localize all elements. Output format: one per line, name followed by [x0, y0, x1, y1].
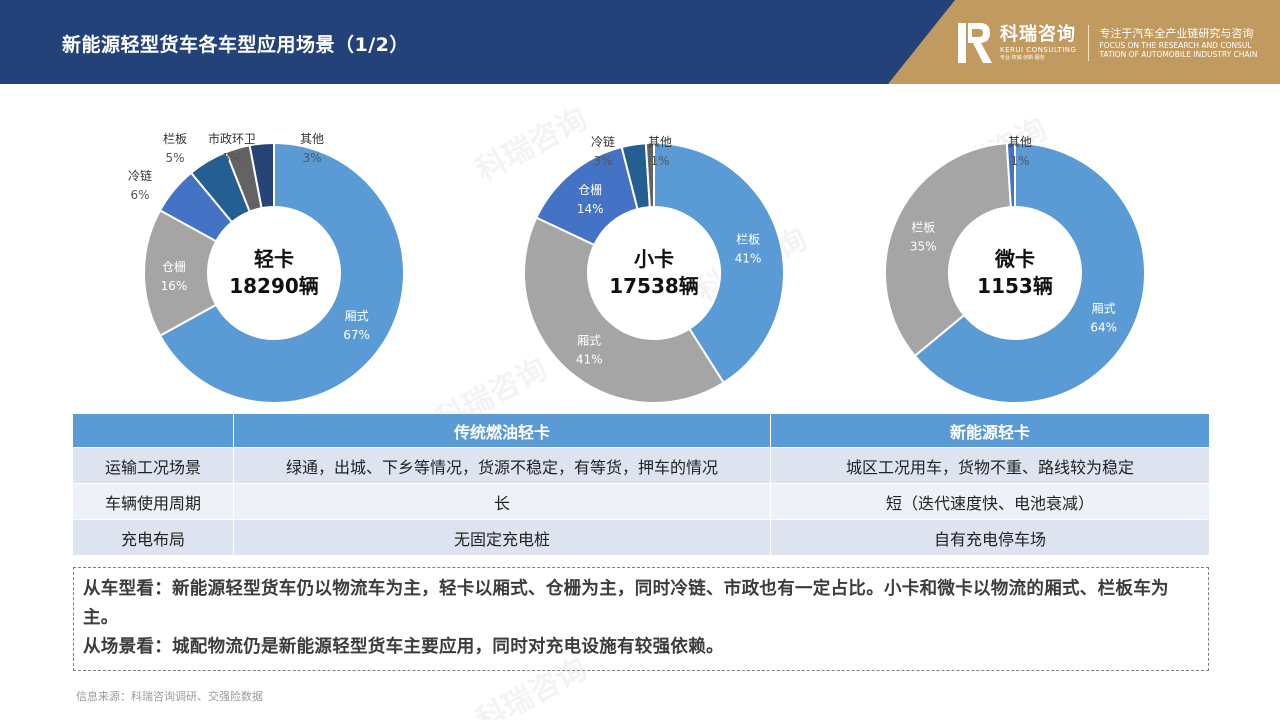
- donut-slice: [248, 141, 275, 210]
- page-title: 新能源轻型货车各车型应用场景（1/2）: [62, 34, 409, 56]
- logo-divider: [1088, 25, 1090, 61]
- donut-center-title: 轻卡: [254, 247, 294, 271]
- donut-center-title: 小卡: [634, 247, 674, 271]
- logo-tagline: 专注于汽车全产业链研究与咨询 FOCUS ON THE RESEARCH AND…: [1099, 27, 1257, 59]
- donut-charts-area: 厢式 67% 仓栅 16% 冷链 6% 栏板 5% 市政环卫 3% 其他 3% 轻卡 18290辆 栏板 41…: [0, 84, 1280, 414]
- donut-slice: [913, 141, 1146, 404]
- slice-percent-label: 35%: [910, 239, 937, 253]
- slice-percent-label: 67%: [343, 328, 370, 342]
- summary-line-vehicle: 从车型看：新能源轻型货车仍以物流车为主，轻卡以厢式、仓栅为主，同时冷链、市政也有…: [83, 579, 1169, 628]
- slice-label: 栏板: [911, 219, 935, 234]
- table-cell: 自有充电停车场: [770, 519, 1210, 556]
- table-row: 车辆使用周期 长 短（迭代速度快、电池衰减）: [72, 483, 1210, 520]
- slice-label: 冷链: [128, 168, 152, 183]
- donut-slice: [1005, 141, 1016, 209]
- slice-label: 仓栅: [162, 259, 186, 274]
- donut-slice: [644, 141, 655, 209]
- slice-percent-label: 3%: [593, 154, 612, 168]
- table-cell: 充电布局: [72, 519, 234, 556]
- tagline-en-1: FOCUS ON THE RESEARCH AND CONSUL: [1099, 41, 1252, 50]
- table-cell: 长: [233, 483, 771, 520]
- summary-box: 从车型看：新能源轻型货车仍以物流车为主，轻卡以厢式、仓栅为主，同时冷链、市政也有…: [73, 567, 1209, 671]
- donut-slice: [158, 141, 405, 404]
- logo-name-en: KERUI CONSULTING: [1000, 46, 1077, 54]
- kerui-logo-icon: [956, 21, 994, 65]
- donut-slice: [884, 142, 1012, 358]
- slice-percent-label: 5%: [165, 151, 184, 165]
- slice-label: 冷链: [591, 134, 615, 149]
- slice-percent-label: 6%: [130, 188, 149, 202]
- slice-label: 仓栅: [578, 182, 602, 197]
- table-cell: 绿通，出城、下乡等情况，货源不稳定，有等货，押车的情况: [233, 447, 771, 484]
- slice-percent-label: 64%: [1090, 321, 1117, 335]
- slice-percent-label: 3%: [222, 151, 241, 165]
- slice-label: 其他: [648, 135, 672, 149]
- table-cell: 运输工况场景: [72, 447, 234, 484]
- donut-center-title: 微卡: [994, 247, 1035, 271]
- slice-percent-label: 41%: [576, 353, 603, 367]
- table-header-cell: [72, 413, 234, 448]
- table-header-cell: 新能源轻卡: [770, 413, 1210, 448]
- slice-percent-label: 1%: [1010, 154, 1029, 168]
- summary-line-scenario: 从场景看：城配物流仍是新能源轻型货车主要应用，同时对充电设施有较强依赖。: [83, 637, 724, 657]
- table-row: 充电布局 无固定充电桩 自有充电停车场: [72, 519, 1210, 556]
- table-row: 运输工况场景 绿通，出城、下乡等情况，货源不稳定，有等货，押车的情况 城区工况用…: [72, 447, 1210, 484]
- slice-label: 厢式: [345, 309, 369, 323]
- table-cell: 城区工况用车，货物不重、路线较为稳定: [770, 447, 1210, 484]
- tagline-cn: 专注于汽车全产业链研究与咨询: [1099, 27, 1254, 40]
- slice-percent-label: 1%: [650, 154, 669, 168]
- header-blue-band: [0, 0, 960, 84]
- donut-center-value: 18290辆: [229, 274, 319, 298]
- slice-label: 厢式: [577, 334, 601, 348]
- logo-subtitle: 专业·权威·创新·服务: [1000, 55, 1045, 61]
- slice-percent-label: 14%: [577, 202, 604, 216]
- logo-name-cn: 科瑞咨询: [1000, 24, 1076, 45]
- slice-label: 栏板: [163, 131, 187, 146]
- donut-center-value: 17538辆: [609, 274, 699, 298]
- donut-charts-svg: 厢式 67% 仓栅 16% 冷链 6% 栏板 5% 市政环卫 3% 其他 3% 轻卡 18290辆 栏板 41…: [128, 131, 1146, 404]
- slice-label: 厢式: [1092, 302, 1116, 316]
- donut-slice: [653, 141, 785, 385]
- slice-percent-label: 16%: [161, 279, 188, 293]
- source-note: 信息来源：科瑞咨询调研、交强险数据: [76, 690, 263, 703]
- slice-label: 其他: [300, 132, 324, 146]
- slice-label: 市政环卫: [208, 131, 256, 146]
- slice-label: 其他: [1008, 135, 1032, 149]
- logo-text: 科瑞咨询 KERUI CONSULTING 专业·权威·创新·服务: [1000, 24, 1076, 62]
- slice-label: 栏板: [736, 232, 760, 247]
- tagline-en-2: TATION OF AUTOMOBILE INDUSTRY CHAIN: [1099, 50, 1258, 59]
- header-bar: 新能源轻型货车各车型应用场景（1/2） 科瑞咨询 KERUI CONSULTIN…: [0, 0, 1280, 84]
- donut-slice: [523, 216, 726, 404]
- table-header-row: 传统燃油轻卡 新能源轻卡: [72, 413, 1210, 448]
- donut-center-value: 1153辆: [977, 274, 1053, 298]
- company-logo: 科瑞咨询 KERUI CONSULTING 专业·权威·创新·服务 专注于汽车全…: [956, 20, 1257, 66]
- table-cell: 无固定充电桩: [233, 519, 771, 556]
- table-cell: 车辆使用周期: [72, 483, 234, 520]
- slice-percent-label: 41%: [735, 252, 762, 266]
- table-cell: 短（迭代速度快、电池衰减）: [770, 483, 1210, 520]
- slice-percent-label: 3%: [302, 151, 321, 165]
- table-header-cell: 传统燃油轻卡: [233, 413, 771, 448]
- comparison-table: 传统燃油轻卡 新能源轻卡 运输工况场景 绿通，出城、下乡等情况，货源不稳定，有等…: [72, 413, 1210, 556]
